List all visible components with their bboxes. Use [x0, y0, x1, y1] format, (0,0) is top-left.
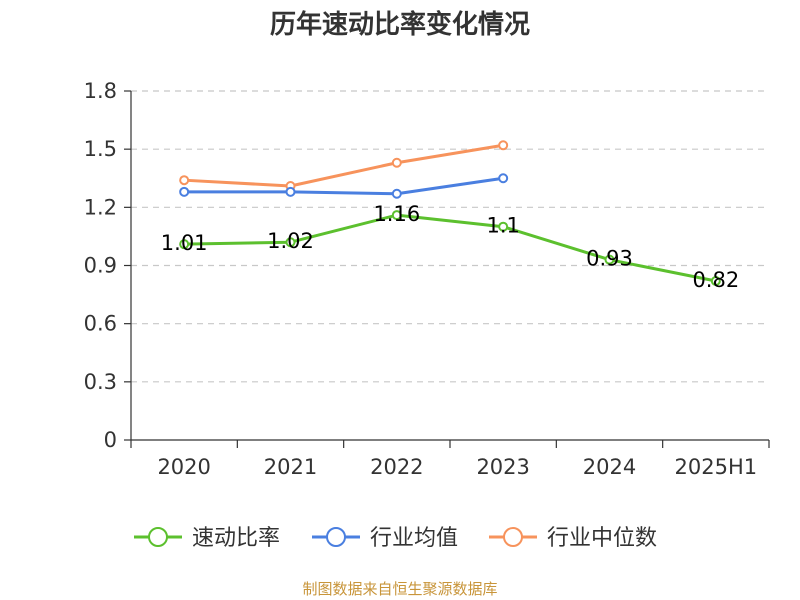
series-line [182, 213, 718, 283]
x-tick-label: 2022 [370, 455, 423, 479]
legend-label: 速动比率 [192, 526, 280, 551]
data-point [179, 186, 190, 197]
y-tick-label: 0.9 [84, 254, 117, 278]
y-tick-label: 0.3 [84, 370, 117, 394]
data-label: 0.93 [586, 247, 633, 271]
data-point [498, 140, 509, 151]
legend-swatch-marker [503, 527, 523, 547]
x-tick-label: 2023 [476, 455, 529, 479]
data-label: 1.1 [486, 214, 519, 238]
data-point [391, 210, 402, 221]
x-tick-label: 2024 [583, 455, 636, 479]
data-point [285, 237, 296, 248]
legend-swatch-marker [148, 527, 168, 547]
data-label: 1.01 [161, 231, 208, 255]
legend-label: 行业均值 [370, 526, 458, 551]
y-tick-label: 1.2 [84, 195, 117, 219]
y-tick-label: 1.8 [84, 79, 117, 103]
data-point [710, 276, 721, 287]
series-lines [179, 140, 721, 287]
axes: 0 0.3 0.6 0.9 1.2 1.5 1.8 2020 2021 2022 2023 2024 2… [84, 79, 770, 479]
data-point [179, 239, 190, 250]
x-tick-label: 2020 [157, 455, 210, 479]
data-label: 0.82 [692, 268, 739, 292]
y-tick-label: 0 [104, 428, 117, 452]
series-line [182, 143, 505, 188]
x-tick-label: 2021 [264, 455, 317, 479]
legend-label: 行业中位数 [547, 526, 657, 551]
chart-title: 历年速动比率变化情况 [269, 10, 530, 40]
data-point [498, 221, 509, 232]
gridlines [131, 90, 769, 383]
data-point [285, 186, 296, 197]
y-tick-label: 1.5 [84, 137, 117, 161]
data-label: 1.02 [267, 229, 314, 253]
data-point [179, 175, 190, 186]
data-point [604, 254, 615, 265]
series-line [182, 176, 505, 196]
x-tick-label: 2025H1 [675, 455, 758, 479]
data-point [391, 188, 402, 199]
y-tick-label: 0.6 [84, 312, 117, 336]
legend: 速动比率 行业均值 行业中位数 [134, 526, 657, 551]
data-point [391, 157, 402, 168]
data-label: 1.16 [373, 202, 420, 226]
legend-swatch-marker [326, 527, 346, 547]
data-labels: 1.01 1.02 1.16 1.1 0.93 0.82 [161, 202, 739, 292]
source-note: 制图数据来自恒生聚源数据库 [302, 580, 498, 598]
data-point [498, 173, 509, 184]
